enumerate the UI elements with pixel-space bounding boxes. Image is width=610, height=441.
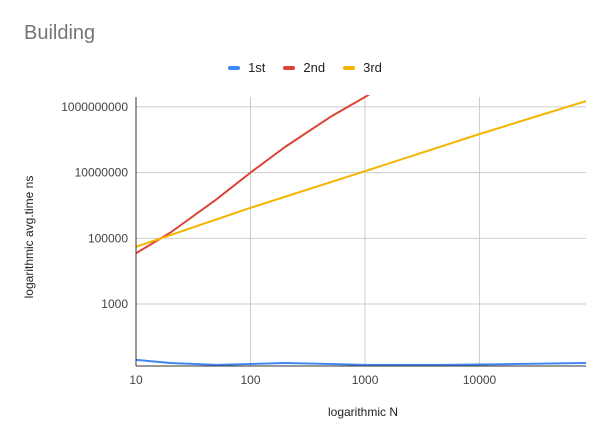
series-line-1st — [136, 358, 586, 366]
y-tick-label: 1000 — [101, 297, 128, 311]
y-tick-label: 10000000 — [75, 166, 129, 180]
legend-item-3rd[interactable]: 3rd — [343, 60, 382, 75]
x-tick-label: 1000 — [352, 373, 379, 387]
series-line-2nd — [136, 95, 371, 255]
series-lines — [136, 95, 586, 366]
legend-swatch-1st — [228, 65, 241, 70]
y-tick-label: 1000000000 — [61, 100, 128, 114]
series-line-3rd — [136, 100, 586, 248]
y-axis-title: logarithmic avg.time ns — [22, 176, 36, 299]
legend-item-1st[interactable]: 1st — [228, 60, 265, 75]
chart-title: Building — [24, 22, 96, 44]
legend-item-2nd[interactable]: 2nd — [283, 60, 325, 75]
x-tick-label: 100 — [241, 373, 261, 387]
legend-label-3rd: 3rd — [363, 60, 382, 75]
x-tick-label: 10 — [129, 373, 143, 387]
legend-swatch-2nd — [283, 65, 296, 70]
legend-label-2nd: 2nd — [303, 60, 326, 75]
legend-swatch-3rd — [343, 65, 356, 70]
legend: 1st 2nd 3rd — [0, 60, 610, 75]
y-tick-label: 100000 — [88, 231, 128, 245]
legend-label-1st: 1st — [248, 60, 266, 75]
x-axis-title: logarithmic N — [328, 405, 398, 419]
grid — [136, 97, 586, 366]
axes: 10 100 1000 10000 1000 100000 10000000 10000000… — [61, 97, 586, 387]
x-tick-label: 10000 — [463, 373, 497, 387]
